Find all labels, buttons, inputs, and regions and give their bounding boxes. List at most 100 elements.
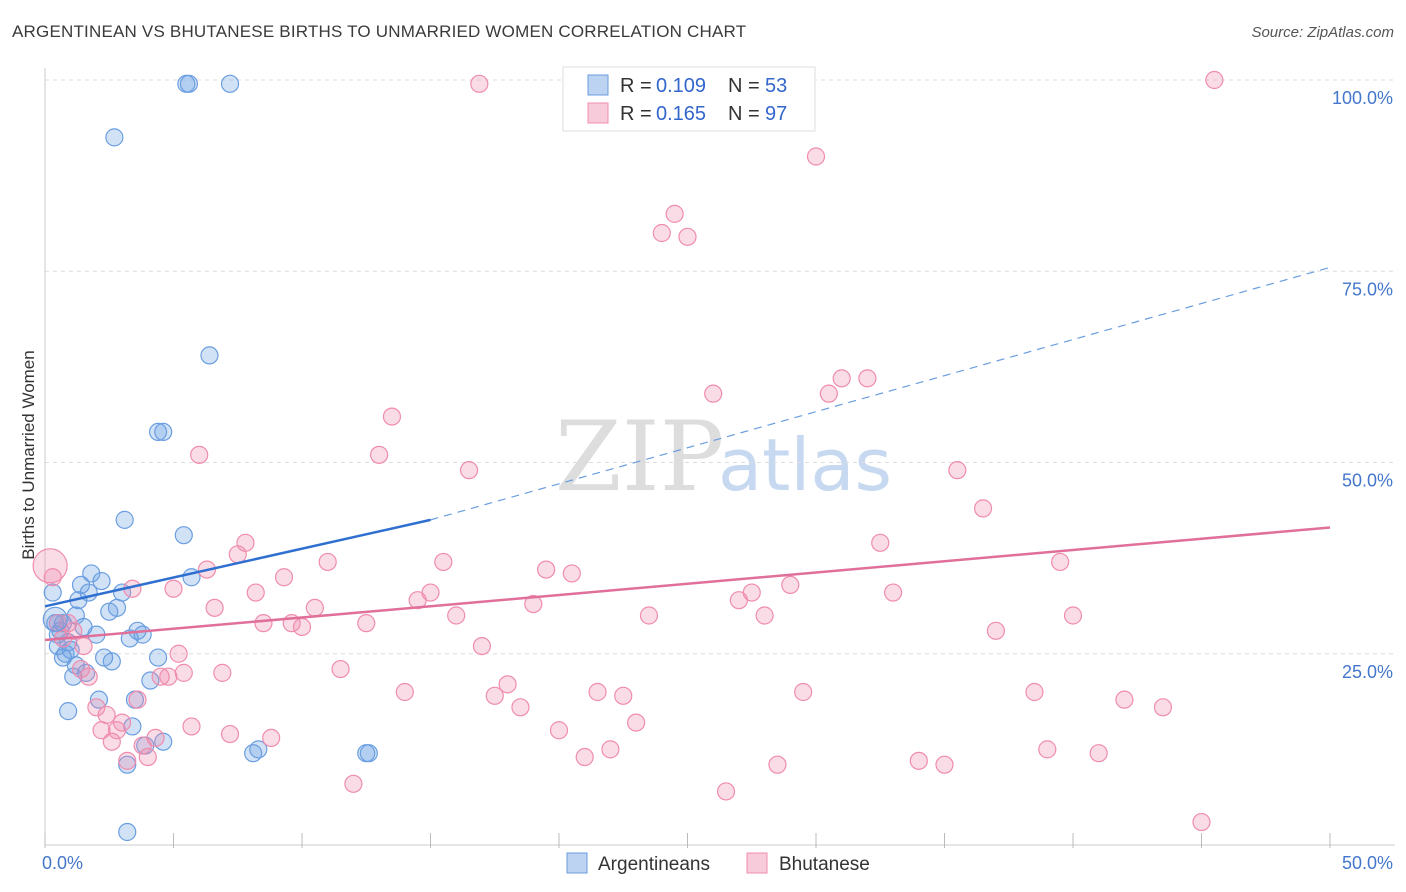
y-tick-label-2: 75.0%	[1342, 279, 1393, 299]
watermark-zip: ZIP	[555, 401, 724, 513]
bhutanese-point-82	[883, 583, 903, 602]
argentineans-point-36	[59, 702, 78, 721]
bhutanese-point-23	[169, 644, 188, 663]
argentineans-point-15	[82, 564, 101, 583]
bhutanese-point-45	[382, 407, 402, 426]
bhutanese-point-39	[305, 598, 324, 617]
bhutanese-point-90	[1051, 552, 1070, 572]
bhutanese-point-86	[973, 499, 993, 518]
bhutanese-point-54	[498, 675, 517, 694]
bhutanese-point-97	[470, 74, 489, 93]
bhutanese-point-52	[472, 636, 491, 656]
bhutanese-point-6	[74, 636, 93, 656]
bhutanese-point-44	[370, 445, 389, 464]
argentineans-point-42	[154, 422, 173, 441]
bhutanese-point-22	[164, 579, 183, 598]
y-tick-label-1: 50.0%	[1342, 471, 1393, 491]
bhutanese-point-48	[421, 583, 440, 602]
argentineans-point-49	[359, 744, 378, 763]
bottom-legend-swatch-1	[746, 852, 768, 874]
bhutanese-point-69	[704, 384, 723, 403]
bhutanese-point-93	[1115, 690, 1134, 709]
bhutanese-point-88	[1025, 682, 1044, 702]
y-axis-title: Births to Unmarried Women	[19, 350, 38, 559]
argentineans-point-33	[148, 648, 168, 667]
bhutanese-point-63	[614, 686, 633, 705]
legend-n-value-1: 97	[765, 103, 787, 125]
bhutanese-point-16	[128, 690, 147, 709]
bhutanese-point-95	[1192, 812, 1211, 832]
bottom-legend-label-1: Bhutanese	[779, 854, 870, 875]
argentineans-point-18	[92, 571, 111, 591]
argentineans-cluster-point	[42, 606, 68, 632]
bhutanese-point-33	[246, 583, 265, 602]
legend-r-label-0: R =	[620, 75, 652, 97]
bhutanese-point-8	[87, 698, 106, 717]
bhutanese-point-58	[549, 721, 569, 740]
bhutanese-point-57	[537, 560, 556, 579]
argentineans-point-32	[141, 671, 160, 690]
watermark-atlas: atlas	[718, 423, 892, 507]
bhutanese-point-42	[344, 774, 363, 793]
bhutanese-point-40	[318, 552, 337, 572]
bhutanese-point-28	[205, 598, 224, 617]
bhutanese-point-87	[986, 621, 1006, 640]
x-tick-label-0: 0.0%	[42, 853, 83, 873]
bhutanese-point-13	[112, 713, 132, 732]
bhutanese-point-14	[118, 751, 137, 770]
chart-source: Source: ZipAtlas.com	[1251, 24, 1394, 41]
argentineans-point-30	[118, 755, 137, 774]
bhutanese-point-89	[1038, 740, 1057, 759]
bhutanese-point-78	[819, 384, 838, 403]
legend-n-label-0: N =	[728, 75, 760, 97]
bhutanese-point-26	[190, 445, 209, 464]
bhutanese-point-55	[511, 698, 530, 717]
bottom-legend-swatch-0	[566, 852, 588, 874]
bhutanese-point-73	[755, 606, 774, 625]
bhutanese-point-91	[1063, 606, 1083, 625]
bhutanese-point-59	[562, 564, 581, 583]
bhutanese-point-72	[742, 583, 761, 602]
bhutanese-point-4	[64, 621, 83, 640]
legend-box	[562, 66, 816, 132]
legend-n-value-0: 53	[765, 75, 787, 97]
argentineans-point-26	[123, 717, 142, 736]
bhutanese-point-61	[588, 682, 607, 702]
argentineans-point-21	[102, 652, 121, 671]
argentineans-trend-extension	[430, 266, 1331, 521]
argentineans-point-22	[107, 598, 127, 617]
bhutanese-point-92	[1089, 744, 1108, 763]
bhutanese-point-51	[459, 461, 479, 480]
bhutanese-point-80	[858, 369, 877, 388]
bhutanese-point-21	[159, 667, 178, 686]
bhutanese-point-67	[665, 204, 684, 223]
argentineans-point-51	[179, 74, 199, 93]
bhutanese-point-43	[357, 614, 376, 633]
chart-title: ARGENTINEAN VS BHUTANESE BIRTHS TO UNMAR…	[12, 22, 747, 41]
bhutanese-point-38	[292, 617, 312, 637]
bhutanese-point-20	[151, 667, 170, 686]
bhutanese-point-75	[781, 575, 800, 595]
bhutanese-point-79	[832, 369, 851, 388]
bhutanese-point-34	[254, 614, 273, 633]
argentineans-point-35	[118, 822, 137, 842]
bhutanese-trend-line	[44, 526, 1331, 642]
bhutanese-point-70	[716, 782, 736, 801]
argentineans-point-40	[105, 128, 124, 147]
legend-swatch-0	[587, 74, 609, 96]
bhutanese-point-56	[524, 594, 543, 614]
bhutanese-point-60	[575, 747, 594, 767]
bhutanese-point-11	[102, 732, 121, 751]
y-tick-label-0: 25.0%	[1342, 662, 1393, 682]
argentineans-point-45	[200, 346, 219, 365]
bhutanese-point-36	[274, 568, 294, 587]
bhutanese-point-76	[794, 682, 813, 702]
bhutanese-point-24	[174, 663, 193, 682]
argentineans-point-41	[148, 422, 168, 441]
bhutanese-point-30	[220, 724, 240, 744]
bhutanese-point-46	[395, 682, 414, 702]
bhutanese-point-74	[768, 755, 787, 774]
bhutanese-point-29	[213, 663, 232, 682]
argentineans-point-52	[220, 74, 240, 93]
argentineans-point-39	[53, 648, 73, 667]
